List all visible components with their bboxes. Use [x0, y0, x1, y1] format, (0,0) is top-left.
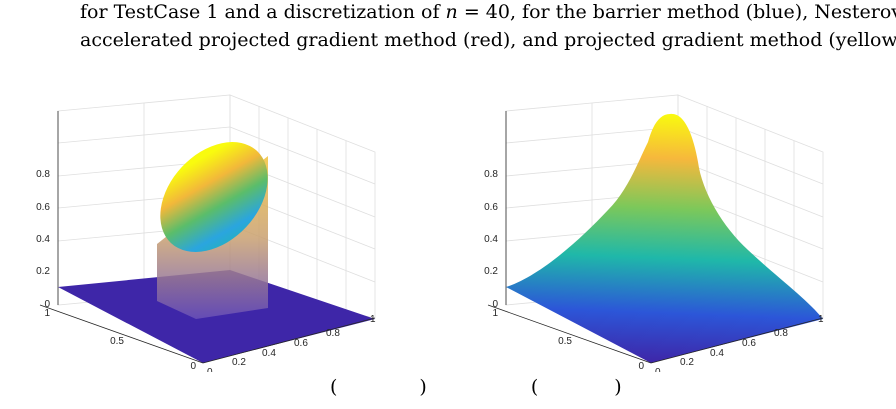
- x-tick: 0.8: [326, 328, 340, 339]
- z-tick: 0: [492, 299, 498, 310]
- y-tick: 0.5: [558, 336, 572, 347]
- x-tick: 0: [655, 367, 661, 372]
- caption-line-2: accelerated projected gradient method (r…: [80, 29, 896, 51]
- x-tick: 0.4: [710, 348, 724, 359]
- x-tick: 0.4: [262, 348, 276, 359]
- y-tick: 0.5: [110, 336, 124, 347]
- z-tick: 0.4: [36, 234, 50, 245]
- surface: [58, 142, 375, 363]
- figure-caption: for TestCase 1 and a discretization of n…: [80, 0, 896, 54]
- z-tick: 0: [44, 299, 50, 310]
- surface: [506, 113, 823, 363]
- back-panels: [57, 94, 376, 319]
- zero-plane: [58, 270, 375, 363]
- x-tick: 0.6: [294, 338, 308, 349]
- y-tick: 1: [492, 308, 498, 319]
- x-axis-ticks: 0 0.2 0.4 0.6 0.8 1: [655, 314, 824, 372]
- z-tick: 0.6: [36, 202, 50, 213]
- z-axis-ticks: 0 0.2 0.4 0.6 0.8: [484, 169, 498, 310]
- x-tick: 1: [818, 314, 824, 325]
- caption-line-1: for TestCase 1 and a discretization of n…: [80, 1, 896, 23]
- x-tick: 0.2: [680, 357, 694, 368]
- z-tick: 0.6: [484, 202, 498, 213]
- y-axis-ticks: 1 0.5 0: [492, 308, 644, 372]
- y-tick: 1: [44, 308, 50, 319]
- z-tick: 0.2: [484, 266, 498, 277]
- y-tick: 0: [638, 361, 644, 372]
- surface-plot-obstacle: 0 0.2 0.4 0.6 0.8 1 0.5 0 0 0.2 0.4 0.6 …: [36, 94, 376, 372]
- x-axis-ticks: 0 0.2 0.4 0.6 0.8 1: [207, 314, 376, 372]
- x-tick: 0: [207, 367, 213, 372]
- axes: [39, 111, 376, 364]
- x-tick: 1: [370, 314, 376, 325]
- x-tick: 0.2: [232, 357, 246, 368]
- z-tick: 0.2: [36, 266, 50, 277]
- z-axis-ticks: 0 0.2 0.4 0.6 0.8: [36, 169, 50, 310]
- x-tick: 0.8: [774, 328, 788, 339]
- x-tick: 0.6: [742, 338, 756, 349]
- z-tick: 0.4: [484, 234, 498, 245]
- obstacle-cap: [160, 142, 268, 252]
- y-tick: 0: [190, 361, 196, 372]
- z-tick: 0.8: [484, 169, 498, 180]
- surface-plot-hill: 0 0.2 0.4 0.6 0.8 1 0.5 0 0 0.2 0.4 0.6 …: [484, 94, 824, 372]
- hill-surface: [506, 113, 823, 363]
- axes: [487, 111, 824, 364]
- subfigure-labels: ()(): [330, 376, 622, 398]
- y-axis-ticks: 1 0.5 0: [44, 308, 196, 372]
- z-tick: 0.8: [36, 169, 50, 180]
